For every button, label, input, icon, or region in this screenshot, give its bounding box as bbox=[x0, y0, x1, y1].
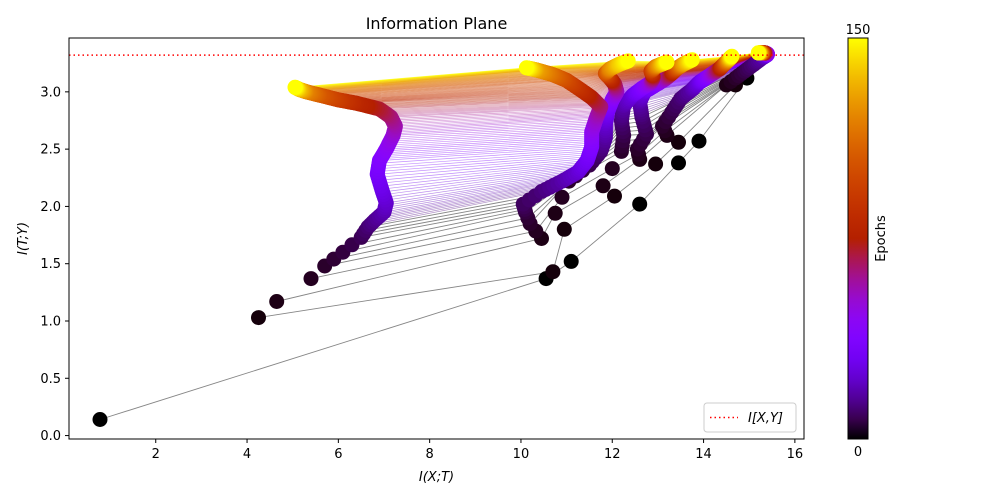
legend: I[X,Y] bbox=[703, 402, 797, 433]
data-point bbox=[251, 310, 266, 326]
data-point bbox=[632, 196, 648, 212]
data-point bbox=[671, 155, 686, 171]
data-point bbox=[92, 412, 108, 427]
data-point bbox=[563, 253, 579, 269]
y-tick-label: 1.5 bbox=[40, 257, 61, 272]
data-point bbox=[684, 52, 700, 68]
data-point bbox=[545, 264, 561, 280]
y-tick-label: 0.0 bbox=[40, 429, 61, 444]
colorbar-gradient bbox=[847, 37, 869, 440]
data-point bbox=[620, 53, 636, 69]
data-point bbox=[554, 189, 570, 205]
y-tick-label: 0.5 bbox=[40, 372, 61, 387]
x-axis-ticks: 2 4 6 8 10 12 14 16 bbox=[152, 439, 804, 462]
x-tick-label: 16 bbox=[787, 447, 804, 462]
x-tick-label: 6 bbox=[334, 447, 342, 462]
data-point bbox=[724, 48, 740, 64]
y-axis-label: I(T;Y) bbox=[16, 222, 31, 255]
x-tick-label: 10 bbox=[513, 447, 530, 462]
data-point bbox=[595, 178, 611, 194]
data-point bbox=[648, 156, 664, 172]
y-tick-label: 1.0 bbox=[40, 314, 61, 329]
data-point bbox=[287, 79, 303, 95]
data-point bbox=[518, 60, 534, 76]
x-tick-label: 8 bbox=[426, 447, 434, 462]
x-tick-label: 12 bbox=[604, 447, 621, 462]
x-tick-label: 2 bbox=[152, 447, 160, 462]
data-point bbox=[269, 294, 285, 309]
data-point bbox=[547, 205, 563, 221]
plot-frame bbox=[68, 37, 805, 440]
y-axis-ticks: 0.0 0.5 1.0 1.5 2.0 2.5 3.0 bbox=[40, 85, 69, 444]
y-tick-label: 2.0 bbox=[40, 200, 61, 215]
colorbar: 150 0 Epochs bbox=[846, 23, 889, 460]
x-tick-label: 4 bbox=[243, 447, 251, 462]
legend-box bbox=[703, 402, 797, 433]
data-point bbox=[556, 221, 572, 237]
colorbar-max-label: 150 bbox=[846, 23, 871, 38]
colorbar-min-label: 0 bbox=[854, 445, 862, 460]
data-point bbox=[671, 134, 686, 150]
legend-label-ixy: I[X,Y] bbox=[748, 411, 783, 426]
chart-title: Information Plane bbox=[366, 14, 508, 33]
data-points bbox=[92, 45, 775, 427]
x-axis-label: I(X;T) bbox=[419, 470, 454, 485]
data-point bbox=[607, 188, 622, 204]
data-point bbox=[659, 54, 675, 70]
y-tick-label: 2.5 bbox=[40, 143, 61, 158]
data-point bbox=[691, 133, 707, 149]
data-point bbox=[750, 45, 766, 61]
data-point bbox=[303, 271, 319, 287]
x-tick-label: 14 bbox=[695, 447, 712, 462]
y-tick-label: 3.0 bbox=[40, 85, 61, 100]
colorbar-label: Epochs bbox=[874, 215, 889, 262]
data-point bbox=[604, 161, 620, 177]
